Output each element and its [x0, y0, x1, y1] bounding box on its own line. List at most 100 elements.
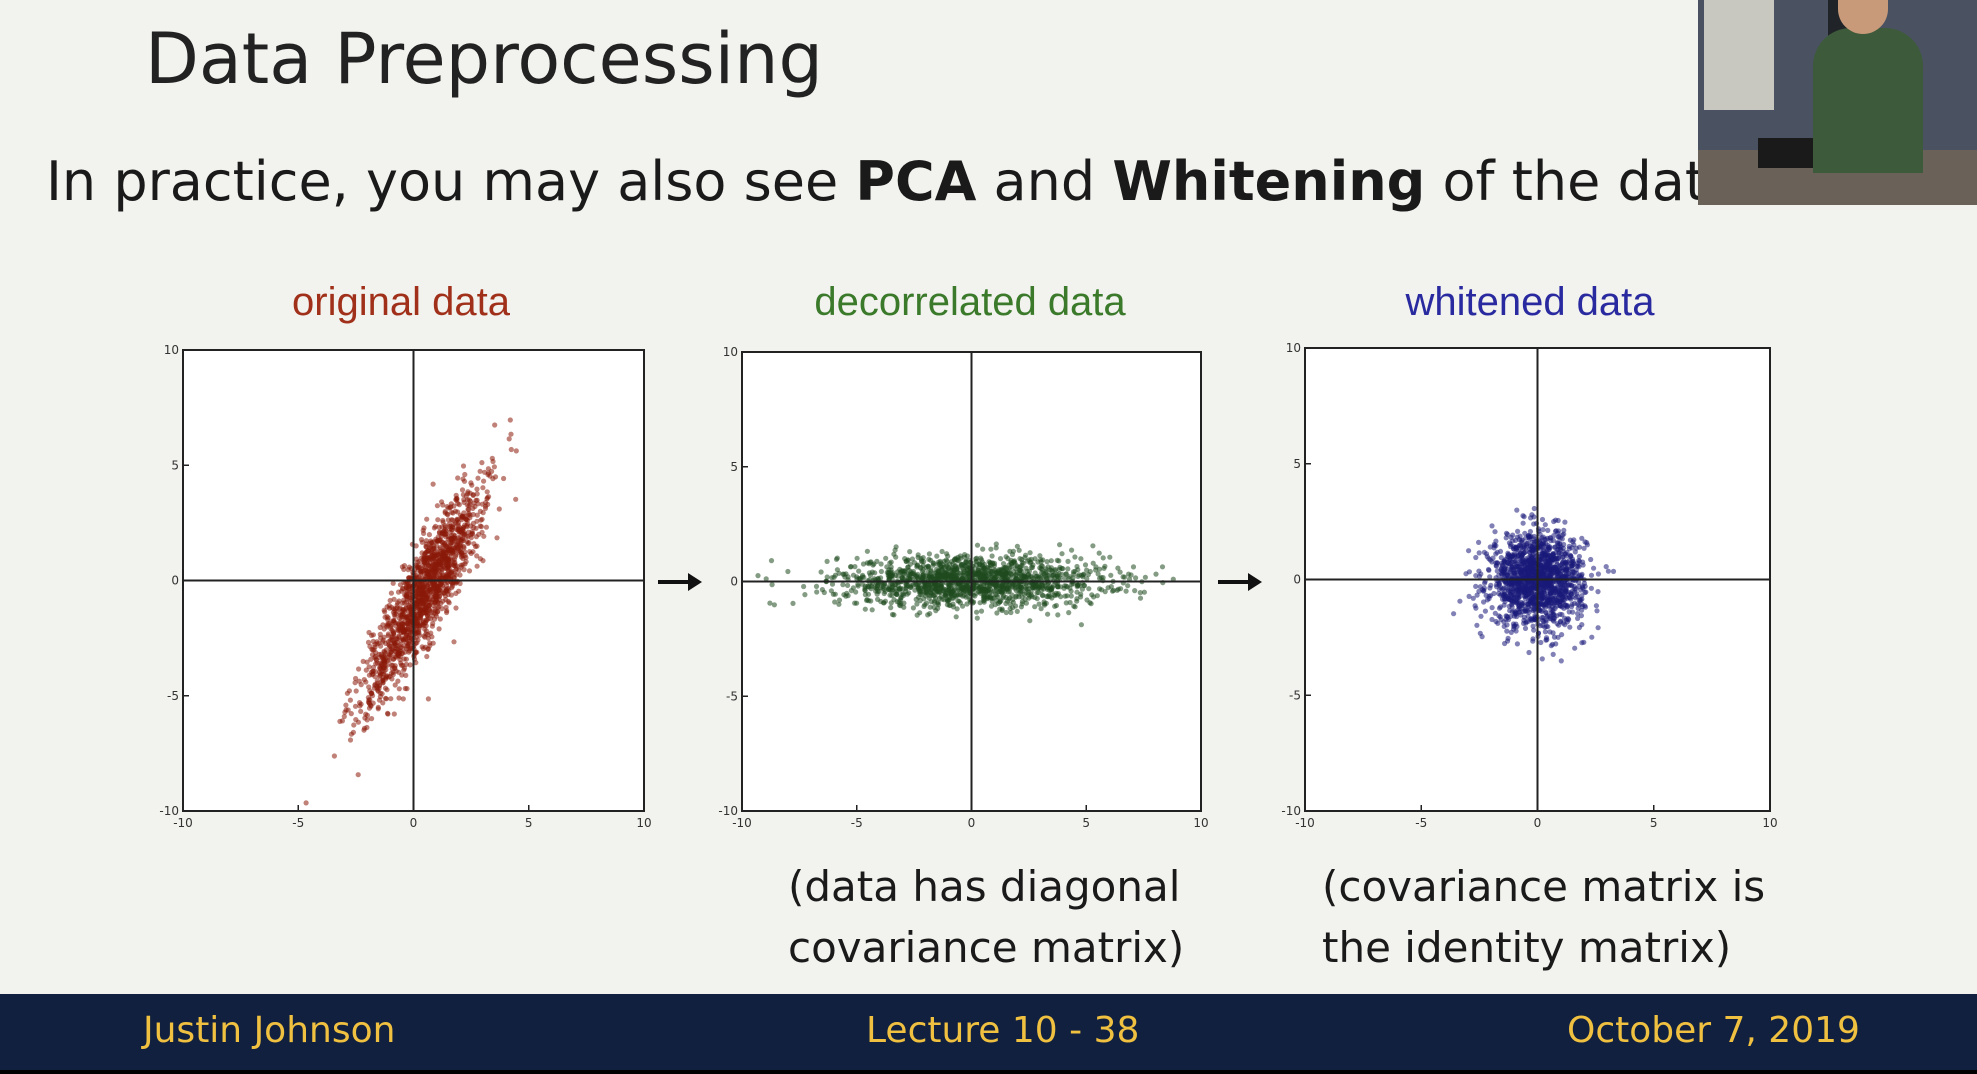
- x-tick-label: -5: [1415, 816, 1427, 830]
- data-point: [997, 606, 1003, 612]
- data-point: [1048, 567, 1054, 573]
- data-point: [1527, 595, 1533, 601]
- data-point: [374, 660, 380, 666]
- data-point: [1090, 560, 1096, 566]
- y-tick-label: -10: [1281, 804, 1301, 818]
- data-point: [358, 708, 364, 715]
- data-point: [1096, 550, 1102, 556]
- data-point: [396, 669, 402, 675]
- data-point: [813, 583, 820, 590]
- data-point: [1501, 623, 1507, 630]
- data-point: [428, 589, 434, 595]
- data-point: [866, 598, 872, 604]
- data-point: [995, 588, 1001, 595]
- data-point: [392, 682, 398, 688]
- data-point: [1547, 559, 1553, 565]
- data-point: [472, 503, 478, 510]
- data-point: [1043, 600, 1049, 606]
- data-point: [1044, 593, 1050, 600]
- data-point: [399, 564, 405, 570]
- data-point: [854, 555, 860, 561]
- data-point: [1485, 566, 1492, 573]
- data-point: [1559, 532, 1565, 538]
- data-point: [1137, 595, 1144, 601]
- data-point: [1003, 609, 1009, 616]
- data-point: [875, 581, 882, 587]
- data-point: [425, 547, 431, 554]
- data-point: [375, 706, 381, 712]
- data-point: [437, 538, 443, 544]
- data-point: [988, 570, 995, 577]
- data-point: [1581, 580, 1587, 587]
- data-point: [927, 604, 933, 610]
- y-tick-label: 10: [1286, 341, 1301, 355]
- data-point: [444, 504, 450, 510]
- data-point: [1003, 554, 1009, 560]
- data-point: [1055, 612, 1061, 618]
- data-point: [891, 551, 897, 557]
- data-point: [1038, 557, 1044, 563]
- data-point: [466, 568, 473, 574]
- data-point: [494, 535, 500, 541]
- data-point: [894, 599, 900, 605]
- data-point: [1594, 608, 1600, 614]
- data-point: [1501, 602, 1507, 608]
- y-tick-label: -5: [167, 689, 179, 703]
- data-point: [432, 523, 439, 530]
- data-point: [1153, 571, 1159, 577]
- data-point: [393, 645, 399, 651]
- data-point: [449, 570, 455, 576]
- data-point: [935, 602, 942, 608]
- data-point: [392, 608, 398, 614]
- data-point: [465, 521, 471, 527]
- data-point: [356, 678, 362, 684]
- data-point: [1009, 592, 1015, 598]
- data-point: [1028, 589, 1034, 595]
- data-point: [902, 556, 908, 562]
- data-point: [1009, 551, 1016, 558]
- data-point: [1049, 595, 1055, 601]
- data-point: [1565, 603, 1571, 610]
- data-point: [1550, 651, 1556, 658]
- data-point: [1489, 616, 1495, 623]
- data-point: [384, 687, 390, 693]
- panel-title-whitened: whitened data: [1405, 280, 1655, 324]
- data-point: [1137, 590, 1143, 596]
- data-point: [1047, 586, 1054, 592]
- x-tick-label: -10: [732, 816, 752, 830]
- data-point: [435, 517, 441, 523]
- data-point: [1572, 589, 1578, 595]
- data-point: [474, 486, 480, 492]
- data-point: [1527, 528, 1533, 535]
- data-point: [513, 448, 519, 454]
- data-point: [461, 529, 467, 535]
- data-point: [384, 624, 390, 630]
- data-point: [943, 557, 949, 563]
- data-point: [1088, 601, 1094, 607]
- data-point: [1048, 558, 1054, 564]
- data-point: [1482, 608, 1488, 614]
- data-point: [1588, 585, 1594, 591]
- data-point: [1538, 639, 1544, 646]
- data-point: [1565, 571, 1571, 577]
- data-point: [1514, 641, 1520, 647]
- data-point: [1019, 601, 1025, 607]
- data-point: [1079, 572, 1085, 579]
- data-point: [439, 606, 445, 612]
- data-point: [438, 600, 444, 607]
- data-point: [1064, 593, 1070, 599]
- data-point: [1478, 613, 1484, 619]
- data-point: [1523, 542, 1529, 548]
- data-point: [1575, 615, 1581, 622]
- data-point: [474, 491, 480, 497]
- data-point: [974, 615, 980, 621]
- data-point: [386, 651, 392, 657]
- x-tick-label: 0: [1534, 816, 1542, 830]
- data-point: [920, 574, 927, 580]
- data-point: [507, 417, 513, 423]
- data-point: [1045, 611, 1051, 617]
- data-point: [1530, 636, 1536, 642]
- data-point: [1466, 569, 1472, 575]
- data-point: [1539, 656, 1545, 662]
- data-point: [1588, 572, 1595, 578]
